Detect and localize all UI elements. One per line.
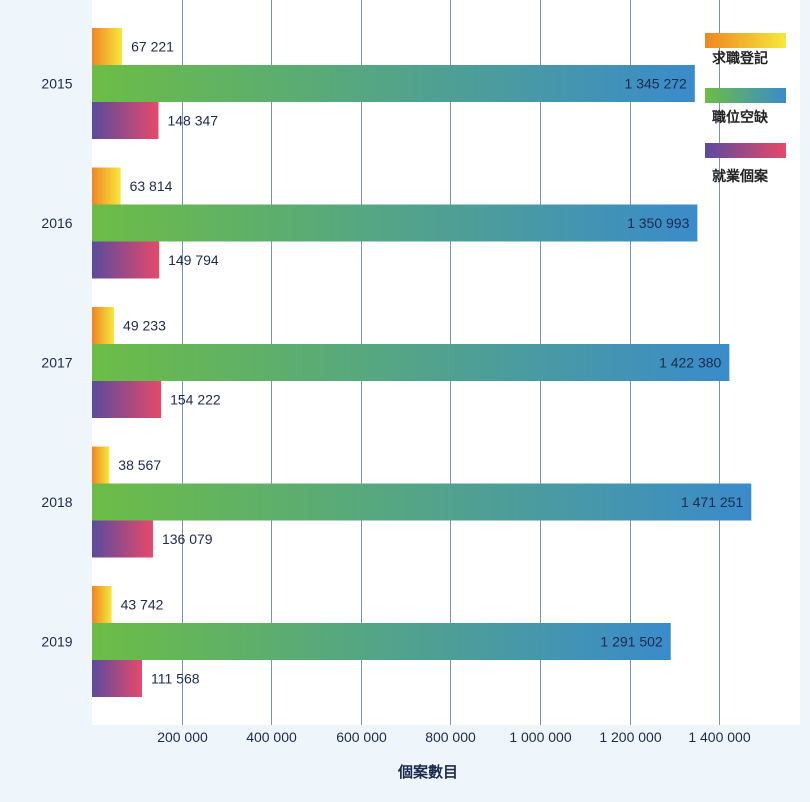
bar-2016-series-2 [92,204,698,242]
category-label: 2018 [41,494,72,510]
bar-2018-series-3 [92,520,153,558]
bar-2017-series-2 [92,344,730,381]
bar-2019-series-3 [92,660,142,697]
bar-2018-series-2 [92,483,752,521]
legend-swatch [705,88,786,103]
bar-2019-series-2 [92,623,671,660]
value-label: 1 291 502 [600,634,662,650]
x-tick-label: 600 000 [336,729,387,745]
value-label: 63 814 [130,178,173,194]
legend-item: 職位空缺 [705,88,786,125]
bar-2016-series-1 [92,167,121,205]
x-axis-ticks: 200 000 400 000 600 000 800 000 1 000 000 1 2… [157,729,751,745]
legend-item: 就業個案 [705,143,786,184]
bar-2015-series-1 [92,28,123,65]
category-label: 2019 [41,634,72,650]
value-label: 1 350 993 [627,215,689,231]
category-label: 2017 [41,355,72,371]
x-tick-label: 800 000 [425,729,476,745]
legend-label: 就業個案 [712,168,769,184]
bar-2015-series-3 [92,102,159,139]
legend-label: 職位空缺 [712,109,769,125]
bar-2015-series-2 [92,65,695,102]
value-label: 1 422 380 [659,355,721,371]
bars [92,28,752,697]
bar-2017-series-1 [92,307,115,344]
value-label: 148 347 [167,113,218,129]
y-axis-categories: 2015 2016 2017 2018 2019 [41,76,72,650]
bar-2019-series-1 [92,586,112,623]
value-label: 1 471 251 [681,494,743,510]
legend-label: 求職登記 [712,50,768,66]
value-label: 154 222 [170,392,221,408]
x-tick-label: 1 000 000 [509,729,571,745]
x-tick-label: 400 000 [246,729,297,745]
value-label: 1 345 272 [625,76,687,92]
category-label: 2016 [41,215,72,231]
x-tick-label: 1 400 000 [688,729,750,745]
legend-swatch [705,33,786,48]
value-label: 67 221 [131,39,174,55]
category-label: 2015 [41,76,72,92]
value-label: 49 233 [123,318,166,334]
legend-item: 求職登記 [705,33,786,66]
x-axis-title: 個案數目 [397,763,458,781]
value-labels: 67 221 1 345 272 148 347 63 814 1 350 993 149… [118,39,743,687]
value-label: 43 742 [121,597,164,613]
x-tick-label: 1 200 000 [599,729,661,745]
bar-2017-series-3 [92,381,162,418]
bar-2018-series-1 [92,446,110,484]
value-label: 38 567 [118,457,161,473]
bar-2016-series-3 [92,241,160,279]
value-label: 111 568 [151,671,200,687]
value-label: 136 079 [162,531,213,547]
value-label: 149 794 [168,252,219,268]
legend-swatch [705,143,786,158]
x-tick-label: 200 000 [157,729,208,745]
